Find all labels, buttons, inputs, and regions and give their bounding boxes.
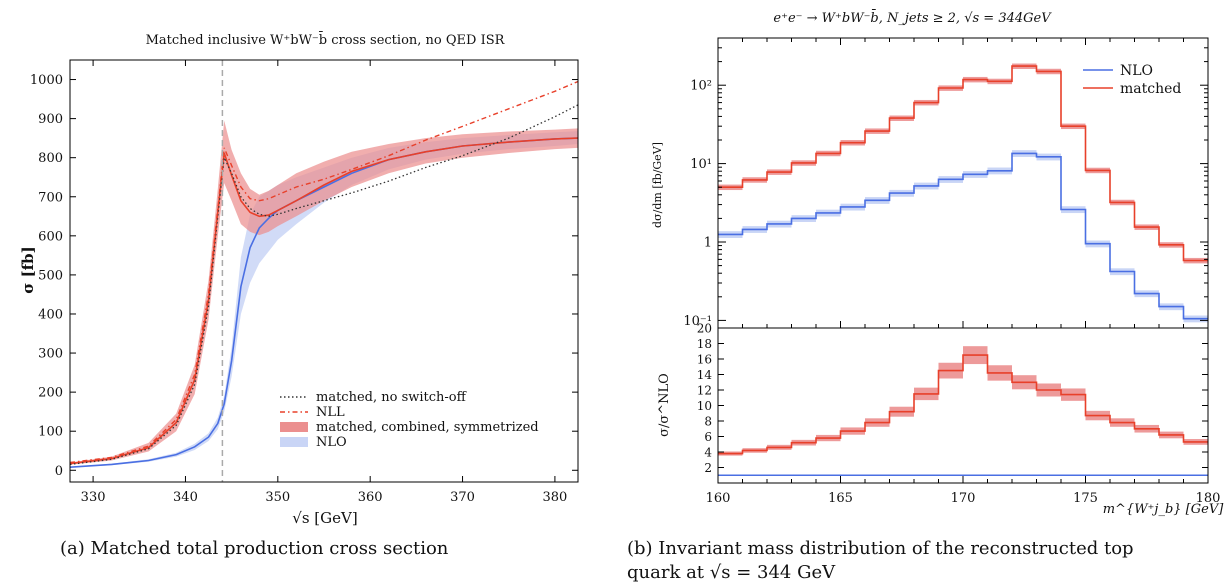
chart-a-x-tick-label: 370: [450, 490, 475, 505]
chart-a-y-tick-label: 900: [38, 112, 63, 127]
legend-matched-combined-swatch: [280, 422, 308, 432]
chart-b-x-tick-label: 160: [706, 491, 731, 506]
chart-b-main-plot: [718, 63, 1208, 323]
chart-b-legend: NLO matched: [1083, 63, 1181, 97]
chart-b-mass-distribution: e⁺e⁻ → W⁺bW⁻b̄, N_jets ≥ 2, √s = 344GeV …: [651, 9, 1224, 517]
chart-a-x-tick-label: 360: [358, 490, 383, 505]
chart-b-title: e⁺e⁻ → W⁺bW⁻b̄, N_jets ≥ 2, √s = 344GeV: [773, 9, 1052, 26]
chart-a-y-tick-label: 1000: [30, 73, 63, 88]
chart-a-x-tick-label: 380: [542, 490, 567, 505]
legend-matched-combined-label: matched, combined, symmetrized: [316, 420, 539, 435]
chart-a-plot-area: [70, 60, 578, 482]
chart-a-series-group: [70, 60, 578, 482]
chart-a-axes: 330 340 350 360 370 380 0 100 200 300 400 500 600 700…: [30, 59, 579, 505]
chart-b-y-tick-label: 10⁻¹: [683, 314, 712, 329]
legend-matched-no-switch-off-label: matched, no switch-off: [316, 390, 468, 405]
chart-a-xlabel: √s [GeV]: [292, 509, 357, 527]
chart-a-title: Matched inclusive W⁺bW⁻b̄ cross section,…: [146, 31, 506, 48]
chart-a-y-tick-label: 600: [38, 229, 63, 244]
matched-line: [70, 137, 578, 465]
caption-b-line1: (b) Invariant mass distribution of the r…: [627, 538, 1134, 559]
chart-b-ratio-y-tick-label: 14: [697, 368, 713, 382]
caption-b-line2: quark at √s = 344 GeV: [627, 562, 836, 583]
matched-band: [70, 120, 578, 465]
chart-b-x-tick-label: 165: [828, 491, 853, 506]
matched-hist-line: [718, 65, 1208, 262]
legend-nlo-swatch: [280, 437, 308, 447]
chart-b-xlabel: m^{W⁺j_b} [GeV]: [1103, 502, 1225, 517]
chart-b-ratio-y-tick-label: 6: [704, 430, 712, 444]
chart-b-ratio-y-tick-label: 18: [697, 337, 712, 351]
chart-b-ylabel: dσ/dm [fb/GeV]: [651, 142, 664, 228]
nlo-hist-line: [718, 152, 1208, 320]
chart-b-ratio-y-tick-label: 20: [697, 322, 712, 336]
chart-b-y-tick-label: 10²: [690, 79, 712, 94]
matched-no-switch-off-line: [70, 104, 578, 466]
chart-a-y-tick-label: 400: [38, 307, 63, 322]
chart-a-y-tick-label: 800: [38, 151, 63, 166]
nll-line: [70, 80, 578, 464]
chart-a-x-tick-label: 330: [81, 490, 106, 505]
chart-b-x-tick-label: 175: [1073, 491, 1098, 506]
chart-a-frame: [69, 59, 579, 483]
chart-b-ratio-y-tick-label: 4: [704, 446, 712, 460]
chart-b-ratio-y-tick-label: 2: [704, 461, 712, 475]
chart-b-x-tick-label: 170: [951, 491, 976, 506]
chart-b-y-tick-label: 1: [704, 236, 712, 251]
chart-a-ylabel: σ [fb]: [19, 246, 37, 293]
chart-a-y-tick-label: 500: [38, 268, 63, 283]
chart-b-ratio-y-tick-label: 12: [697, 384, 712, 398]
chart-b-y-tick-label: 10¹: [690, 157, 712, 172]
legend-nll-label: NLL: [316, 405, 345, 420]
chart-a-cross-section: Matched inclusive W⁺bW⁻b̄ cross section,…: [19, 31, 579, 527]
chart-a-y-tick-label: 200: [38, 386, 63, 401]
chart-b-ratio-ylabel: σ/σ^NLO: [657, 373, 672, 437]
chart-b-ratio-y-tick-label: 10: [697, 399, 712, 413]
ratio-line: [718, 354, 1208, 455]
chart-b-ratio-y-tick-label: 16: [697, 353, 712, 367]
chart-b-ratio-plot: [718, 346, 1208, 477]
legend-nlo-label: NLO: [316, 435, 347, 450]
legend-b-matched-label: matched: [1120, 81, 1181, 97]
legend-b-nlo-label: NLO: [1120, 63, 1153, 79]
chart-a-x-tick-label: 340: [173, 490, 198, 505]
chart-a-y-tick-label: 100: [38, 425, 63, 440]
chart-b-ratio-y-tick-label: 8: [704, 415, 712, 429]
caption-a: (a) Matched total production cross secti…: [60, 538, 449, 559]
chart-a-y-tick-label: 0: [55, 464, 63, 479]
chart-a-y-tick-label: 300: [38, 347, 63, 362]
chart-a-x-tick-label: 350: [265, 490, 290, 505]
chart-b-x-tick-label: 180: [1196, 491, 1221, 506]
chart-a-y-tick-label: 700: [38, 190, 63, 205]
